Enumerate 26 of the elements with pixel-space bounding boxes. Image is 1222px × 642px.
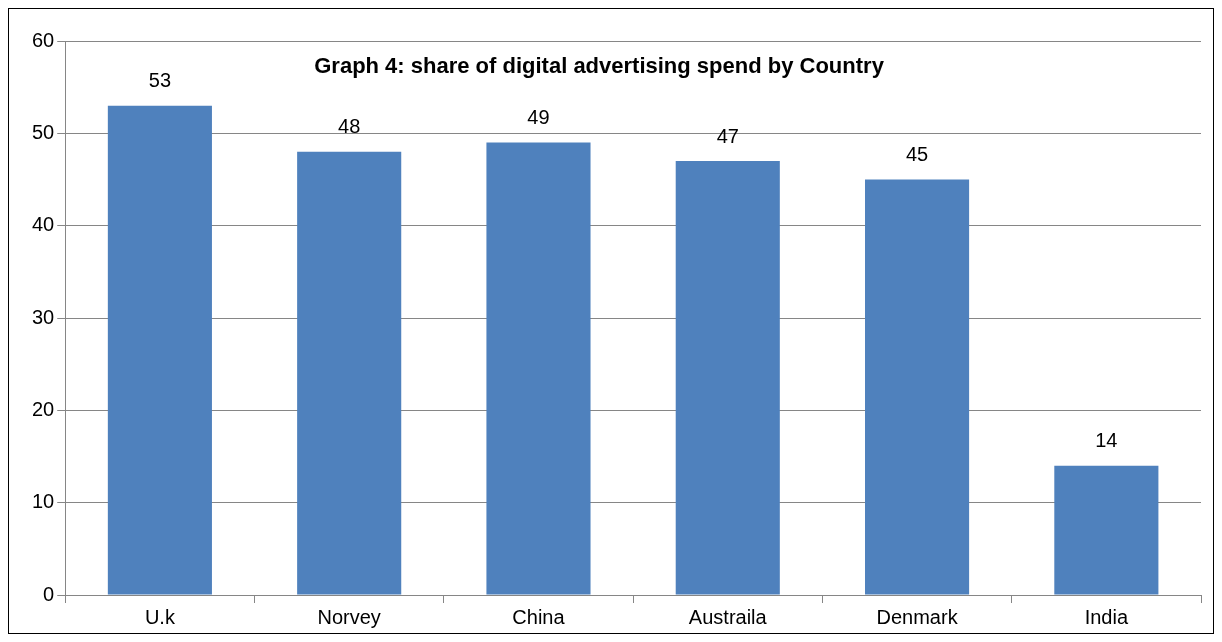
bar <box>1054 465 1159 595</box>
data-label: 48 <box>338 115 361 138</box>
y-tick-label: 10 <box>32 490 55 513</box>
y-tick-label: 0 <box>43 582 55 605</box>
bar <box>486 142 591 595</box>
bar <box>865 179 970 595</box>
bar <box>297 151 402 595</box>
x-tick-label: Austraila <box>688 605 768 628</box>
bar <box>107 105 212 595</box>
data-label: 14 <box>1095 429 1118 452</box>
x-tick-label: India <box>1084 605 1129 628</box>
data-label: 45 <box>905 143 929 166</box>
y-tick-label: 40 <box>32 213 55 236</box>
x-tick-label: Norvey <box>317 605 381 628</box>
data-label: 47 <box>716 124 739 147</box>
bar <box>675 161 780 595</box>
y-tick-label: 60 <box>32 28 55 51</box>
data-label: 53 <box>148 69 172 92</box>
x-tick-label: U.k <box>144 605 176 628</box>
y-tick-label: 30 <box>32 305 55 328</box>
x-tick-label: China <box>512 605 566 628</box>
data-label: 49 <box>527 106 550 129</box>
text: Graph 4: share of digital advertising spend by Country <box>314 53 885 79</box>
y-tick-label: 50 <box>32 120 55 143</box>
y-tick-label: 20 <box>32 397 55 420</box>
x-tick-label: Denmark <box>876 605 959 628</box>
